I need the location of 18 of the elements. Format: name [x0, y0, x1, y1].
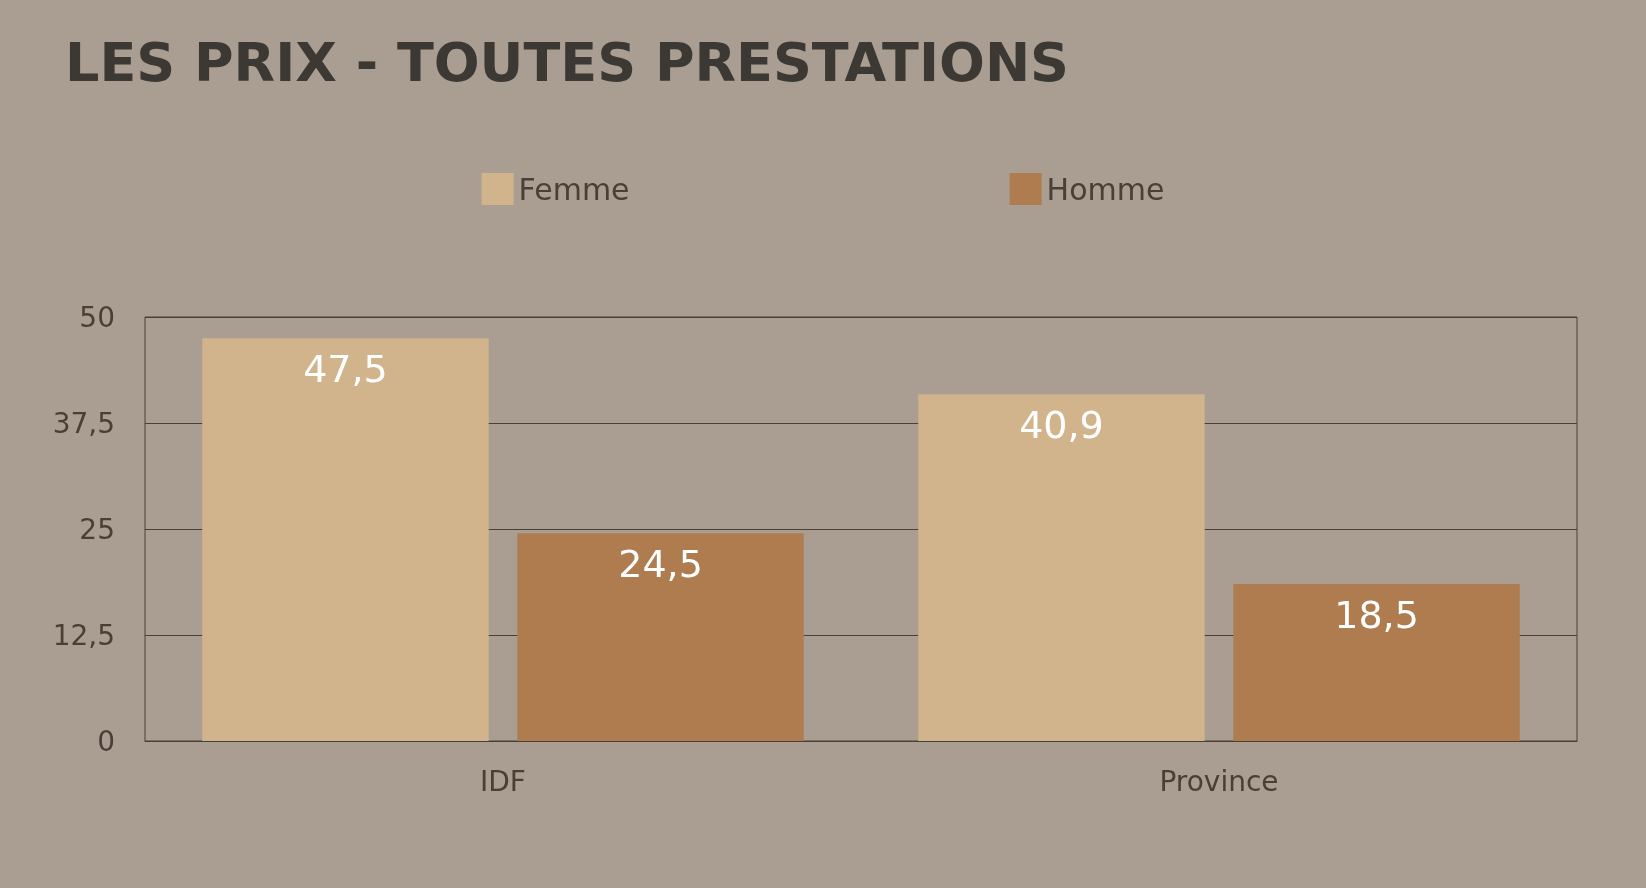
data-label: 40,9	[1019, 403, 1104, 448]
y-tick-label: 12,5	[52, 618, 115, 652]
chart-title: LES PRIX - TOUTES PRESTATIONS	[65, 30, 1069, 94]
y-tick-label: 0	[97, 724, 115, 758]
x-tick-label: IDF	[480, 764, 526, 798]
bar	[1233, 584, 1520, 741]
legend-label: Homme	[1046, 171, 1165, 207]
data-label: 47,5	[303, 347, 388, 392]
legend-label: Femme	[518, 171, 630, 207]
bar	[918, 394, 1205, 741]
data-label: 24,5	[618, 542, 703, 587]
y-tick-label: 37,5	[52, 406, 115, 440]
y-tick-label: 25	[79, 512, 115, 546]
data-label: 18,5	[1334, 593, 1419, 638]
bar	[517, 533, 804, 741]
bar	[202, 338, 489, 741]
x-tick-label: Province	[1159, 764, 1279, 798]
y-tick-label: 50	[79, 300, 115, 334]
